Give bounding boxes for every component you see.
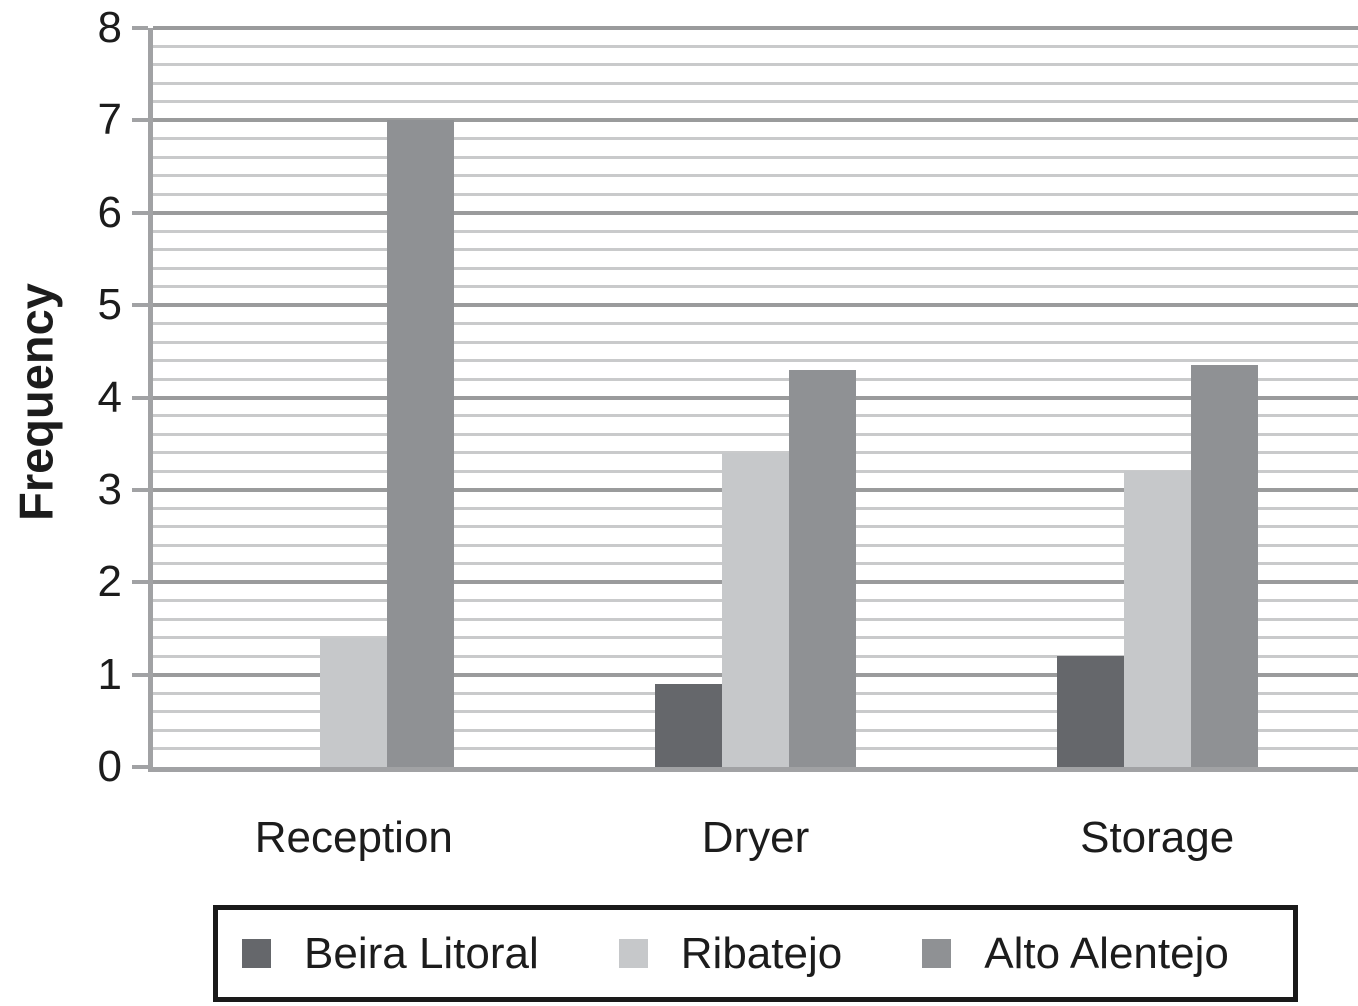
- y-axis-tick: [132, 672, 148, 677]
- bar-alto-alentejo-reception: [387, 120, 455, 767]
- minor-gridline: [153, 266, 1358, 270]
- y-tick-label: 5: [97, 280, 122, 330]
- bar-ribatejo-dryer: [722, 452, 789, 767]
- minor-gridline: [153, 414, 1358, 418]
- y-tick-label: 8: [97, 3, 122, 52]
- y-tick-label: 0: [97, 742, 122, 791]
- bar-alto-alentejo-storage: [1190, 365, 1258, 767]
- y-tick-label: 1: [97, 649, 122, 699]
- minor-gridline: [153, 44, 1358, 48]
- minor-gridline: [153, 285, 1358, 289]
- minor-gridline: [153, 137, 1358, 141]
- minor-gridline: [153, 229, 1358, 233]
- legend-label: Alto Alentejo: [984, 928, 1229, 978]
- y-axis-tick: [132, 26, 148, 30]
- major-gridline: [153, 395, 1358, 400]
- legend-item: Alto Alentejo: [922, 929, 1229, 979]
- y-axis-tick: [132, 395, 148, 400]
- minor-gridline: [153, 340, 1358, 344]
- bar-beira-litoral-storage: [1056, 656, 1124, 767]
- legend-label: Ribatejo: [680, 928, 843, 978]
- x-category-label: Storage: [1080, 813, 1235, 862]
- minor-gridline: [153, 451, 1358, 455]
- minor-gridline: [153, 100, 1358, 104]
- legend-item: Ribatejo: [618, 928, 843, 979]
- major-gridline: [153, 210, 1358, 215]
- y-axis-tick: [132, 580, 148, 585]
- bar-ribatejo-storage: [1123, 471, 1191, 767]
- y-tick-label: 3: [97, 464, 122, 514]
- minor-gridline: [153, 248, 1358, 252]
- minor-gridline: [153, 174, 1358, 178]
- bar-alto-alentejo-dryer: [789, 369, 856, 767]
- major-gridline: [153, 303, 1358, 308]
- y-axis-tick: [132, 487, 148, 492]
- bar-beira-litoral-dryer: [655, 683, 722, 767]
- y-tick-label: 4: [97, 372, 122, 422]
- major-gridline: [153, 26, 1358, 30]
- legend-color-swatch: [618, 939, 648, 968]
- legend-color-swatch: [922, 939, 952, 968]
- minor-gridline: [153, 81, 1358, 85]
- minor-gridline: [153, 63, 1358, 67]
- minor-gridline: [153, 432, 1358, 436]
- legend-label: Beira Litoral: [304, 928, 539, 978]
- x-category-label: Dryer: [701, 813, 810, 862]
- y-axis-tick: [132, 210, 148, 215]
- plot-area: [148, 26, 1358, 772]
- y-tick-label: 7: [97, 95, 122, 145]
- y-axis-tick: [132, 303, 148, 308]
- y-tick-label: 6: [97, 187, 122, 237]
- minor-gridline: [153, 322, 1358, 326]
- minor-gridline: [153, 377, 1358, 381]
- minor-gridline: [153, 155, 1358, 159]
- y-axis-tick: [132, 765, 148, 769]
- y-tick-label: 2: [97, 557, 122, 607]
- minor-gridline: [153, 359, 1358, 363]
- x-category-label: Reception: [254, 813, 453, 862]
- minor-gridline: [153, 192, 1358, 196]
- bar-ribatejo-reception: [320, 637, 388, 767]
- y-axis-tick: [132, 118, 148, 123]
- legend-color-swatch: [242, 939, 271, 968]
- legend-item: Beira Litoral: [242, 929, 539, 979]
- bars-layer: [153, 28, 1358, 767]
- legend: Beira Litoral Ribatejo Alto Alentejo: [213, 905, 1298, 1002]
- major-gridline: [153, 118, 1358, 123]
